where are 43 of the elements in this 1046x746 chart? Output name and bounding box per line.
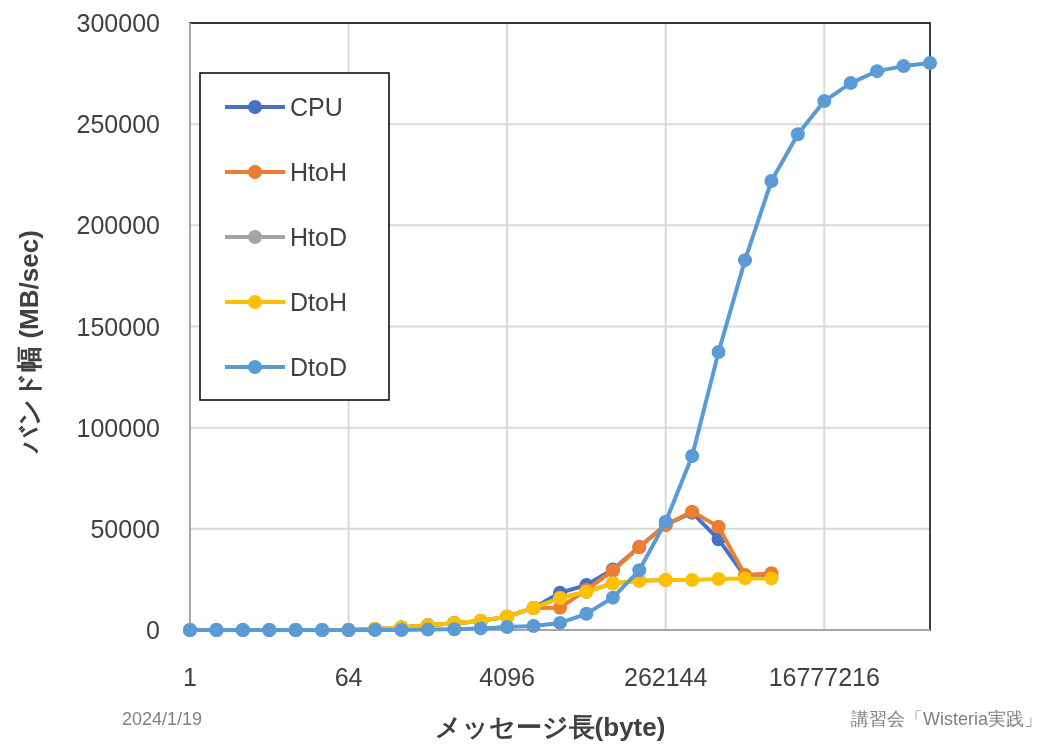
legend-label: HtoH xyxy=(290,158,347,186)
point xyxy=(579,606,594,621)
point xyxy=(553,615,567,630)
point xyxy=(605,590,620,605)
legend-label: HtoD xyxy=(290,223,347,251)
x-tick-label: 262144 xyxy=(624,663,708,691)
point xyxy=(870,64,885,79)
y-tick-label: 250000 xyxy=(76,110,160,139)
point xyxy=(843,76,858,91)
x-tick-label: 64 xyxy=(334,663,363,691)
point xyxy=(420,622,435,637)
point xyxy=(526,618,541,633)
y-tick-label: 0 xyxy=(146,616,160,644)
legend-label: DtoH xyxy=(290,288,347,316)
legend-label: DtoD xyxy=(290,353,347,381)
point xyxy=(711,519,726,534)
legend-label: CPU xyxy=(290,93,343,121)
x-axis-title: メッセージ長(byte) xyxy=(434,712,666,742)
y-tick-label: 100000 xyxy=(76,413,160,442)
y-axis-title: バンド幅 (MB/sec) xyxy=(14,230,44,455)
point xyxy=(896,59,911,74)
x-tick-label: 4096 xyxy=(479,663,535,691)
point xyxy=(500,619,515,634)
y-tick-label: 150000 xyxy=(76,312,160,341)
point xyxy=(711,344,726,359)
point xyxy=(685,573,700,588)
y-tick-label: 200000 xyxy=(76,211,160,240)
point xyxy=(817,94,832,109)
point xyxy=(711,572,726,587)
text: 2024/1/19 xyxy=(122,709,203,729)
point xyxy=(764,174,779,189)
y-tick-label: 50000 xyxy=(90,514,160,543)
point xyxy=(632,563,647,578)
point xyxy=(447,622,462,637)
text: 講習会「Wisteria実践」 xyxy=(850,709,1042,729)
x-tick-label: 1 xyxy=(183,663,197,691)
point xyxy=(738,253,752,268)
point xyxy=(923,56,937,71)
point xyxy=(790,127,805,142)
point xyxy=(473,621,488,636)
x-tick-label: 16777216 xyxy=(768,663,880,691)
point xyxy=(685,448,700,463)
y-tick-label: 300000 xyxy=(76,9,160,37)
